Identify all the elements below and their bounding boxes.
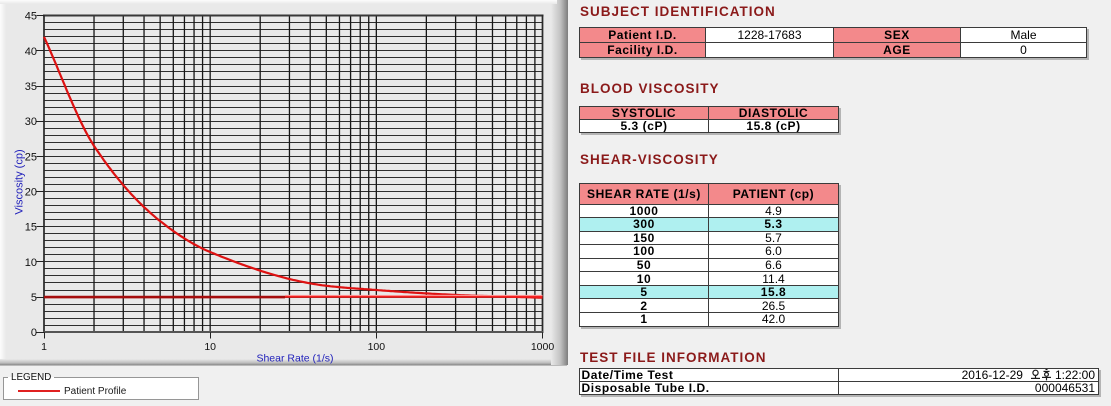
svg-text:40: 40 bbox=[25, 46, 37, 58]
svg-text:35: 35 bbox=[25, 81, 37, 93]
svg-text:Shear Rate (1/s): Shear Rate (1/s) bbox=[256, 353, 333, 365]
svg-text:100: 100 bbox=[368, 341, 386, 353]
svg-text:15: 15 bbox=[25, 222, 37, 234]
svg-text:10: 10 bbox=[25, 257, 37, 269]
svg-text:1000: 1000 bbox=[531, 341, 555, 353]
svg-text:20: 20 bbox=[25, 186, 37, 198]
svg-text:1: 1 bbox=[41, 341, 47, 353]
svg-text:0: 0 bbox=[31, 327, 37, 339]
svg-text:25: 25 bbox=[25, 151, 37, 163]
svg-text:Viscosity (cp): Viscosity (cp) bbox=[14, 149, 26, 214]
svg-text:45: 45 bbox=[25, 11, 37, 23]
svg-text:5: 5 bbox=[31, 292, 37, 304]
svg-text:10: 10 bbox=[204, 341, 216, 353]
svg-text:30: 30 bbox=[25, 116, 37, 128]
